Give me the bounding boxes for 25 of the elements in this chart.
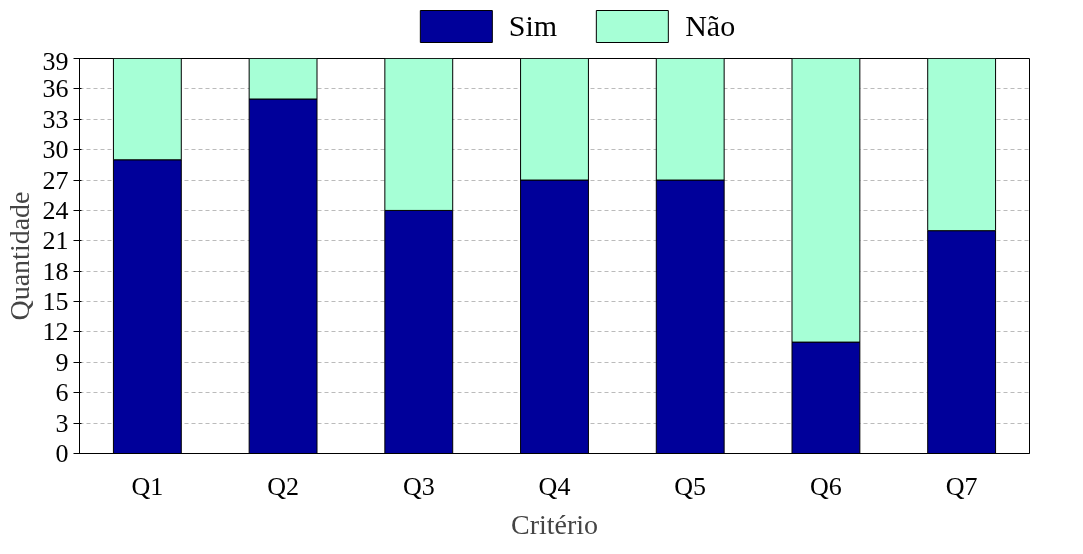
- x-tick-label: Q1: [131, 471, 164, 501]
- legend-label: Sim: [508, 9, 558, 43]
- y-tick-label: 24: [42, 195, 69, 225]
- y-tick-label: 3: [55, 408, 69, 438]
- y-tick-label: 39: [42, 46, 69, 76]
- y-tick-label: 15: [42, 287, 69, 317]
- y-tick-label: 6: [55, 378, 69, 408]
- y-tick-label: 36: [42, 74, 69, 104]
- y-axis-title: Quantidade: [3, 191, 35, 321]
- x-tick-label: Q6: [810, 471, 842, 501]
- x-tick-label: Q3: [402, 471, 435, 501]
- x-tick-label: Q7: [945, 471, 978, 501]
- y-tick-label: 30: [42, 135, 69, 165]
- y-tick-label: 0: [55, 439, 69, 468]
- x-tick-label: Q2: [267, 471, 299, 501]
- legend-label: Não: [685, 9, 736, 43]
- x-tick-label: Q5: [674, 471, 707, 501]
- y-tick-label: 9: [55, 347, 69, 377]
- y-tick-label: 33: [42, 104, 69, 134]
- y-tick-label: 27: [42, 165, 69, 195]
- x-axis-title: Critério: [510, 508, 599, 540]
- y-tick-label: 12: [42, 317, 69, 347]
- x-tick-label: Q4: [538, 471, 571, 501]
- y-tick-label: 18: [42, 256, 69, 286]
- y-tick-label: 21: [42, 226, 69, 256]
